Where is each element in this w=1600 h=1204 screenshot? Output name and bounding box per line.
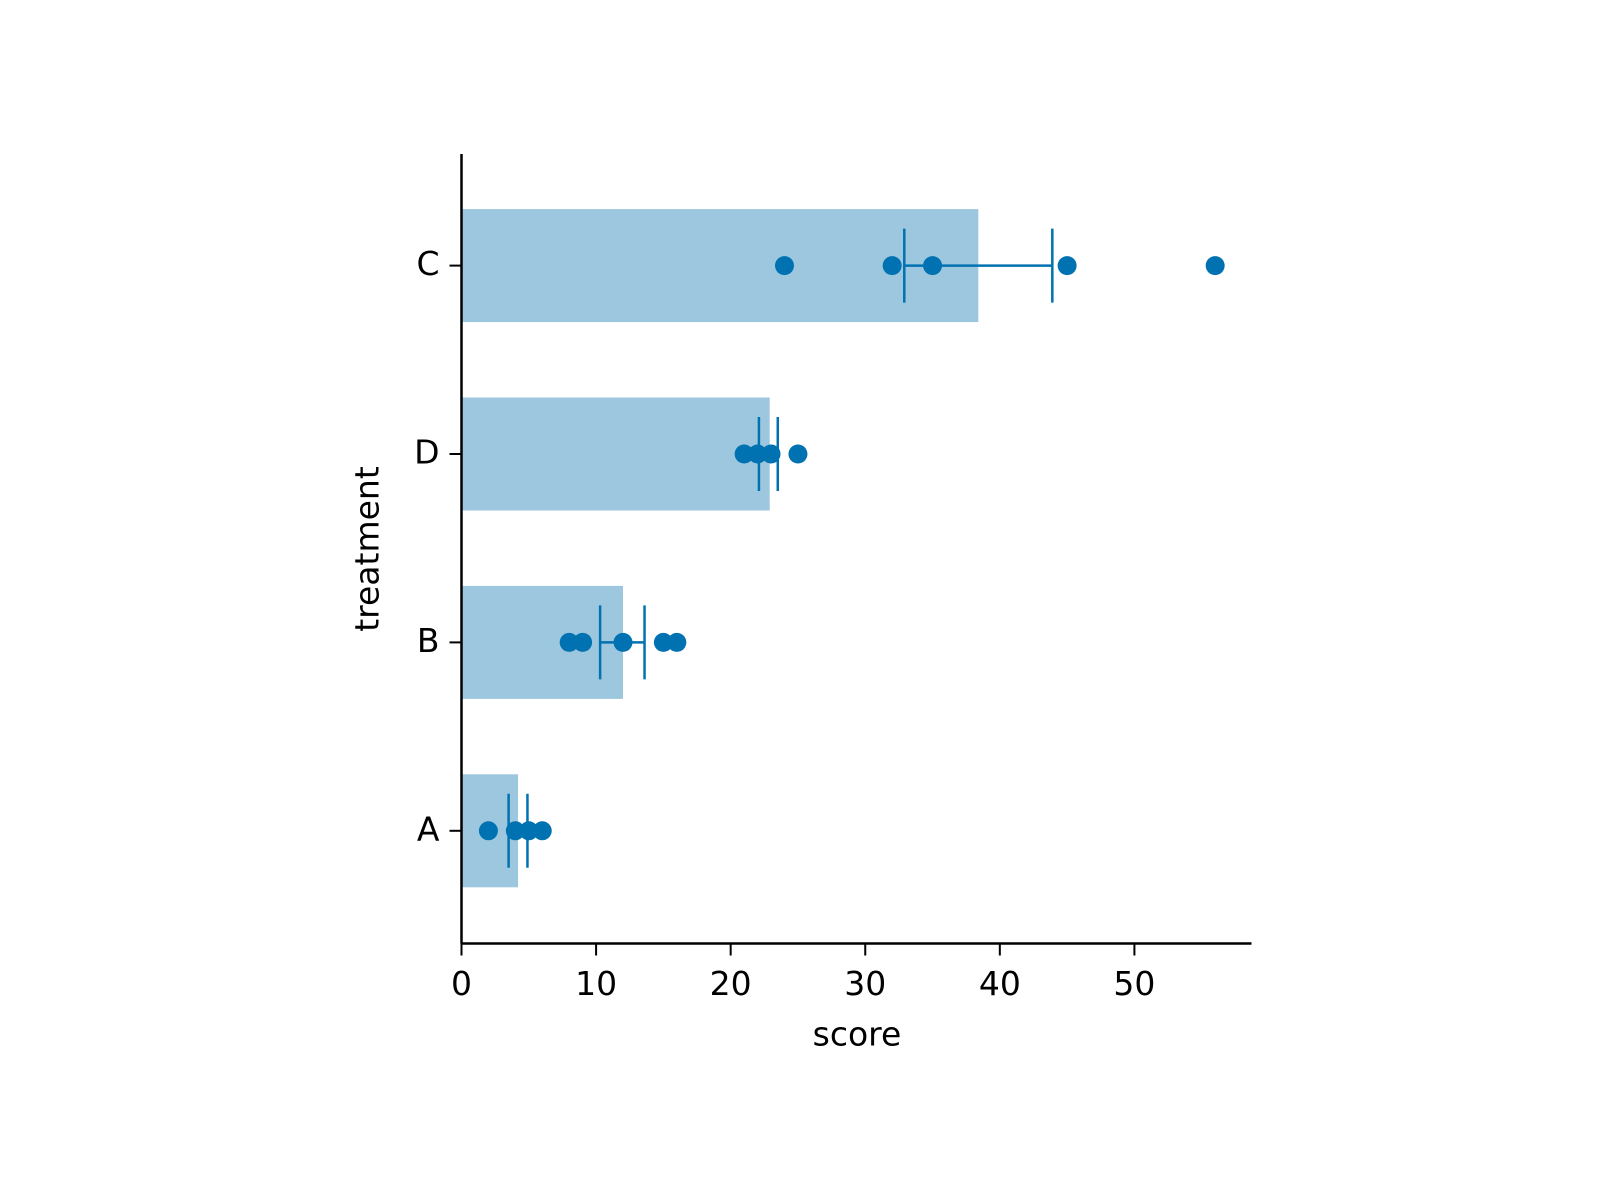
data-point <box>734 444 754 464</box>
data-point <box>653 632 673 652</box>
data-point <box>1205 256 1225 276</box>
x-tick-label: 30 <box>844 964 886 1003</box>
data-point <box>667 632 687 652</box>
data-point <box>774 256 794 276</box>
y-tick-label: C <box>416 244 439 283</box>
y-tick-label: A <box>417 809 440 848</box>
data-point <box>573 632 593 652</box>
x-tick-label: 50 <box>1113 964 1155 1003</box>
data-point <box>1057 256 1077 276</box>
x-axis-label: score <box>813 1015 902 1054</box>
bar <box>461 397 770 511</box>
y-axis-label: treatment <box>348 466 387 632</box>
bar <box>461 585 623 699</box>
y-tick-label: B <box>417 621 440 660</box>
data-point <box>882 256 902 276</box>
x-tick-label: 40 <box>979 964 1021 1003</box>
y-tick-label: D <box>414 433 439 472</box>
x-tick-label: 0 <box>451 964 472 1003</box>
data-point <box>559 632 579 652</box>
data-point <box>478 821 498 841</box>
x-tick-label: 20 <box>710 964 752 1003</box>
data-point <box>748 444 768 464</box>
x-tick-label: 10 <box>575 964 617 1003</box>
data-point <box>532 821 552 841</box>
data-point <box>519 821 539 841</box>
data-point <box>788 444 808 464</box>
